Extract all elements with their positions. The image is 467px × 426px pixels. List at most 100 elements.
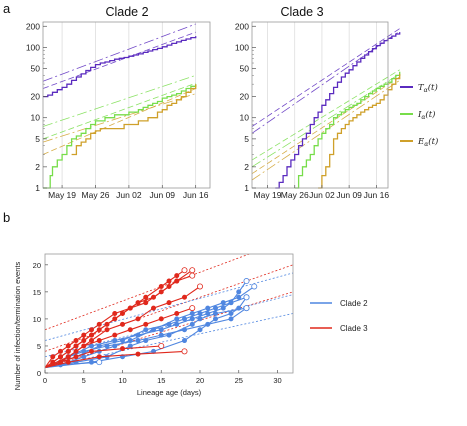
y-tick-label: 50 xyxy=(240,64,250,74)
x-tick-label: Jun 16 xyxy=(183,190,209,200)
event-point xyxy=(120,346,126,352)
event-point xyxy=(197,310,203,316)
legend-top: Tα(t) Iα(t) Eα(t) xyxy=(400,82,438,148)
event-point xyxy=(112,332,118,338)
event-point xyxy=(73,343,79,349)
fit-line-clade3 xyxy=(45,254,251,331)
event-point xyxy=(65,359,71,365)
event-point xyxy=(181,338,187,344)
y-tick-label: 5 xyxy=(244,134,249,144)
event-point xyxy=(58,348,64,354)
event-point xyxy=(96,343,102,349)
event-point xyxy=(220,305,226,311)
event-point xyxy=(96,338,102,344)
lineage-line xyxy=(44,307,193,369)
event-point xyxy=(166,332,172,338)
y-tick-label: 2 xyxy=(244,162,249,172)
event-point xyxy=(220,300,226,306)
fit-line-clade2 xyxy=(45,272,293,341)
event-point xyxy=(174,273,180,279)
fit-line-I xyxy=(42,75,196,127)
chart-title-clade3: Clade 3 xyxy=(280,5,323,19)
event-point xyxy=(174,310,180,316)
event-point xyxy=(127,327,133,333)
plot-frame xyxy=(42,21,211,189)
panel-label-a: a xyxy=(3,1,11,16)
x-tick-label: Jun 02 xyxy=(309,190,335,200)
event-point xyxy=(89,343,95,349)
y-tick-label: 50 xyxy=(31,64,41,74)
x-tick-label: 15 xyxy=(157,376,165,385)
event-point xyxy=(166,300,172,306)
y-tick-label: 100 xyxy=(26,42,40,52)
event-point xyxy=(150,327,156,333)
event-point xyxy=(143,327,149,333)
x-tick-label: May 26 xyxy=(82,190,110,200)
event-point xyxy=(120,338,126,344)
terminal-point xyxy=(251,283,258,290)
event-point xyxy=(197,327,203,333)
event-point xyxy=(127,343,133,349)
terminal-point xyxy=(189,272,196,279)
legend-label-clade3: Clade 3 xyxy=(340,324,368,333)
event-point xyxy=(166,278,172,284)
event-point xyxy=(89,348,95,354)
chart-clade2-log: Clade 2 May 19 May 26 Jun 02 Jun 09 Jun 16 1 2… xyxy=(26,5,211,200)
axes: May 19 May 26 Jun 02 Jun 09 Jun 16 1 2 5 10 20 50 1… xyxy=(235,21,390,200)
event-point xyxy=(205,310,211,316)
event-point xyxy=(65,343,71,349)
event-point xyxy=(143,294,149,300)
x-tick-label: Jun 09 xyxy=(336,190,362,200)
event-point xyxy=(135,316,141,322)
x-tick-label: 10 xyxy=(118,376,126,385)
terminal-point xyxy=(181,348,188,355)
axes: 0 5 10 15 20 25 30 0 5 10 15 20 xyxy=(33,253,294,385)
event-point xyxy=(96,321,102,327)
event-point xyxy=(181,294,187,300)
event-point xyxy=(166,283,172,289)
terminal-point xyxy=(243,294,250,301)
event-point xyxy=(120,321,126,327)
y-tick-label: 0 xyxy=(37,369,41,378)
series-line-E xyxy=(71,84,197,156)
y-tick-label: 1 xyxy=(35,183,40,193)
series-group xyxy=(43,36,197,189)
event-point xyxy=(212,316,218,322)
series-line-I xyxy=(43,84,197,189)
y-tick-label: 5 xyxy=(35,134,40,144)
terminal-point xyxy=(196,283,203,290)
y-tick-label: 2 xyxy=(35,162,40,172)
fit-lines xyxy=(42,23,196,155)
fit-line-I xyxy=(251,69,400,161)
terminal-point xyxy=(158,342,165,349)
event-point xyxy=(228,316,234,322)
fit-line-T xyxy=(42,23,196,82)
event-point xyxy=(104,321,110,327)
fit-line-clade2 xyxy=(45,294,293,358)
fit-line-E xyxy=(251,76,400,174)
y-tick-label: 10 xyxy=(31,113,41,123)
legend-label-E: Eα(t) xyxy=(417,136,438,148)
event-point xyxy=(104,327,110,333)
x-tick-label: 25 xyxy=(235,376,243,385)
event-point xyxy=(189,316,195,322)
event-point xyxy=(174,278,180,284)
x-tick-label: 0 xyxy=(43,376,47,385)
y-tick-label: 15 xyxy=(33,288,41,297)
chart-clade3-log: Clade 3 May 19 May 26 Jun 02 Jun 09 Jun 16 1 2… xyxy=(235,5,401,200)
event-point xyxy=(120,310,126,316)
y-tick-label: 1 xyxy=(244,183,249,193)
event-point xyxy=(135,300,141,306)
fit-line-E xyxy=(42,88,196,155)
event-point xyxy=(158,327,164,333)
event-point xyxy=(127,338,133,344)
fit-line-I xyxy=(251,73,400,168)
legend-label-I: Iα(t) xyxy=(417,109,435,121)
event-point xyxy=(174,321,180,327)
y-tick-label: 20 xyxy=(240,92,250,102)
y-tick-label: 20 xyxy=(33,261,41,270)
fit-line-clade3 xyxy=(45,291,293,368)
legend-bottom: Clade 2 Clade 3 xyxy=(310,299,368,333)
